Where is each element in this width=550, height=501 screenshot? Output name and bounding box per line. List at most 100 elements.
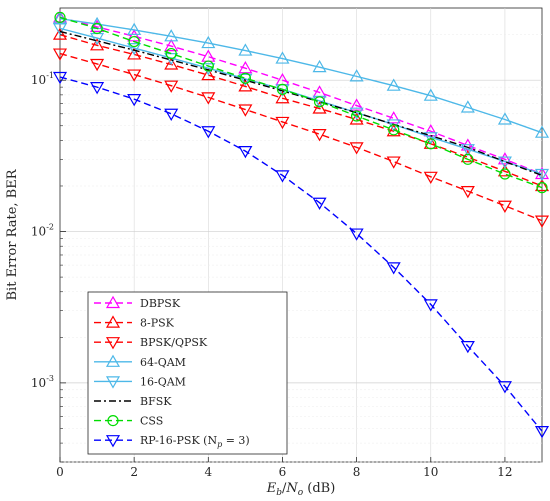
data-point: [312, 59, 327, 73]
legend-swatch-marker: [105, 354, 121, 367]
data-point: [534, 215, 550, 228]
data-point: [238, 43, 253, 56]
legend-swatch-marker: [105, 376, 121, 389]
legend-entry: 64-QAM: [94, 354, 186, 369]
legend-label: CSS: [140, 415, 163, 428]
data-point: [90, 58, 105, 72]
data-point: [349, 228, 364, 241]
legend-label: RP-16-PSK (Np = 3): [140, 434, 250, 449]
data-point: [349, 69, 364, 82]
data-point: [460, 144, 475, 157]
y-axis-label: Bit Error Rate, BER: [5, 168, 20, 300]
data-point: [386, 156, 401, 169]
y-tick-label: 10-3: [31, 374, 54, 390]
data-point: [201, 35, 216, 49]
x-tick-label: 12: [497, 465, 512, 479]
data-point: [388, 124, 400, 136]
series-line: [59, 17, 543, 134]
data-point: [312, 129, 327, 142]
data-point: [238, 104, 253, 117]
legend-entry: DBPSK: [94, 295, 181, 310]
legend-label: 16-QAM: [140, 375, 186, 388]
data-point: [313, 96, 326, 108]
data-point: [52, 71, 68, 85]
data-point: [462, 153, 474, 165]
data-point: [425, 138, 437, 150]
data-point: [90, 82, 105, 95]
data-point: [164, 38, 179, 52]
data-point: [423, 299, 438, 312]
data-point: [534, 178, 550, 192]
x-tick-label: 8: [353, 465, 361, 479]
data-point: [312, 101, 327, 114]
data-point: [534, 426, 550, 439]
legend-swatch-marker: [107, 415, 119, 427]
legend-label: 64-QAM: [140, 356, 186, 369]
y-tick-label: 10-2: [31, 223, 54, 239]
data-point: [52, 48, 68, 61]
legend-label: DBPSK: [140, 297, 181, 310]
legend-entry: 16-QAM: [94, 375, 186, 389]
y-tick-label: 10-1: [31, 71, 54, 87]
data-point: [165, 47, 177, 60]
legend-entry: BFSK: [94, 395, 172, 408]
legend-box: [87, 291, 288, 455]
legend-swatch-marker: [105, 295, 121, 309]
data-point: [386, 111, 401, 124]
data-point: [534, 125, 550, 138]
legend-label: BPSK/QPSK: [140, 336, 208, 349]
series-layer: [52, 10, 550, 439]
data-point: [127, 22, 142, 35]
data-point: [201, 126, 216, 139]
data-point: [499, 168, 511, 180]
x-tick-label: 4: [204, 465, 212, 479]
data-point: [238, 146, 253, 159]
series-css: [54, 11, 548, 194]
x-axis-label: Eb/No (dB): [266, 481, 336, 498]
x-tick-label: 2: [130, 465, 138, 479]
data-point: [238, 79, 253, 92]
data-point: [460, 340, 475, 354]
data-point: [351, 110, 363, 122]
data-point: [239, 72, 251, 84]
data-point: [52, 27, 68, 40]
legend-entry: 8-PSK: [94, 315, 175, 330]
data-point: [90, 19, 105, 33]
series-line: [59, 52, 543, 222]
data-point: [536, 182, 548, 194]
legend-entry: BPSK/QPSK: [94, 336, 208, 350]
data-point: [423, 171, 438, 185]
data-point: [91, 22, 103, 34]
data-point: [275, 51, 290, 64]
data-point: [275, 170, 290, 183]
data-point: [312, 197, 327, 210]
data-point: [275, 91, 290, 104]
ticks: 0 2 4 6 8 10 12 10-3 10-2 10-1: [31, 34, 513, 479]
data-point: [460, 149, 475, 163]
data-point: [386, 262, 401, 275]
x-tick-label: 10: [423, 465, 438, 479]
data-point: [460, 100, 475, 113]
data-point: [128, 35, 140, 48]
data-point: [127, 94, 142, 107]
data-point: [497, 152, 512, 165]
data-point: [127, 29, 142, 42]
data-point: [201, 67, 216, 81]
data-point: [460, 186, 475, 199]
legend-swatch-marker: [105, 435, 121, 448]
data-point: [164, 108, 179, 121]
legend: DBPSK 8-PSK BPSK/QPSK 64-QAM 16-QAM BFSK CSS RP…: [87, 291, 288, 455]
legend-label: BFSK: [140, 395, 172, 408]
data-point: [276, 83, 289, 95]
series-rp-16-psk: [52, 71, 550, 439]
data-point: [90, 38, 105, 51]
data-point: [349, 142, 364, 155]
series-line: [59, 16, 543, 175]
data-point: [423, 88, 438, 101]
data-point: [127, 69, 142, 82]
data-point: [497, 112, 512, 125]
series-64-qam: [52, 11, 550, 138]
data-point: [386, 78, 401, 91]
data-point: [349, 98, 364, 111]
